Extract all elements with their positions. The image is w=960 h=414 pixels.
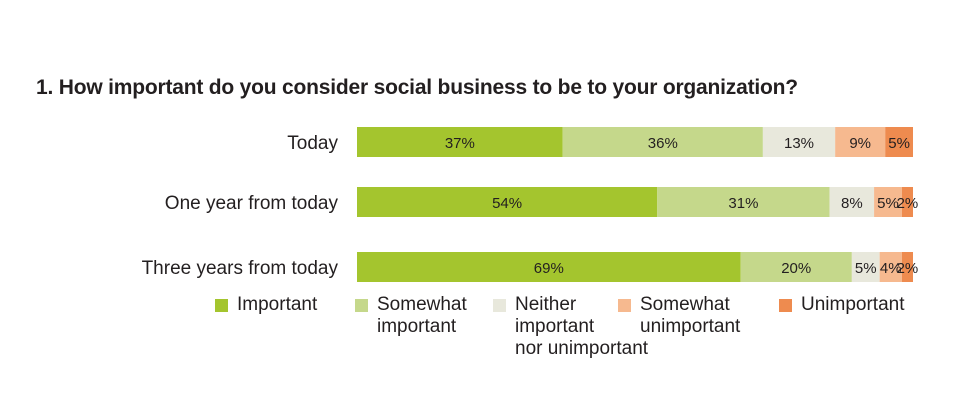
data-label-important-three-years-from-today: 69%	[534, 260, 564, 277]
data-label-neither-important-nor-unimportant-today: 13%	[784, 135, 814, 152]
data-label-important-one-year-from-today: 54%	[492, 195, 522, 212]
data-label-unimportant-three-years-from-today: 2%	[897, 260, 919, 277]
bar-segment-important-three-years-from-today	[357, 252, 741, 282]
bar-segment-important-one-year-from-today	[357, 187, 658, 217]
legend-item-somewhat-unimportant: Somewhat unimportant	[618, 294, 740, 338]
legend-swatch	[355, 299, 368, 312]
data-label-somewhat-important-one-year-from-today: 31%	[728, 195, 758, 212]
bar-segment-neither-important-nor-unimportant-today	[762, 127, 836, 157]
data-label-unimportant-one-year-from-today: 2%	[897, 195, 919, 212]
data-label-neither-important-nor-unimportant-one-year-from-today: 8%	[841, 195, 863, 212]
bar-segment-unimportant-today	[885, 127, 913, 157]
legend-label: Somewhat unimportant	[640, 294, 741, 337]
category-label-three-years-from-today: Three years from today	[142, 258, 339, 279]
legend-item-important: Important	[215, 294, 317, 316]
bar-segment-unimportant-three-years-from-today	[901, 252, 913, 282]
bar-segment-somewhat-important-today	[562, 127, 763, 157]
legend-item-unimportant: Unimportant	[779, 294, 905, 316]
legend-label: Unimportant	[801, 294, 905, 315]
bar-segment-somewhat-important-three-years-from-today	[740, 252, 852, 282]
bar-segment-somewhat-unimportant-three-years-from-today	[879, 252, 902, 282]
legend-item-somewhat-important: Somewhat important	[355, 294, 467, 338]
data-label-unimportant-today: 5%	[888, 135, 910, 152]
data-label-somewhat-unimportant-today: 9%	[849, 135, 871, 152]
data-label-somewhat-unimportant-three-years-from-today: 4%	[880, 260, 902, 277]
category-label-one-year-from-today: One year from today	[165, 193, 339, 214]
legend-swatch	[618, 299, 631, 312]
data-label-important-today: 37%	[445, 135, 475, 152]
legend-swatch	[493, 299, 506, 312]
legend-label: Somewhat important	[377, 294, 467, 337]
legend-label: Important	[237, 294, 318, 315]
data-label-somewhat-important-three-years-from-today: 20%	[781, 260, 811, 277]
bar-segment-somewhat-unimportant-one-year-from-today	[874, 187, 902, 217]
category-label-today: Today	[287, 133, 338, 154]
bar-segment-neither-important-nor-unimportant-one-year-from-today	[829, 187, 875, 217]
bar-segment-somewhat-important-one-year-from-today	[657, 187, 830, 217]
bar-segment-important-today	[357, 127, 563, 157]
legend-swatch	[215, 299, 228, 312]
data-label-somewhat-unimportant-one-year-from-today: 5%	[877, 195, 899, 212]
legend-swatch	[779, 299, 792, 312]
bar-segment-somewhat-unimportant-today	[835, 127, 886, 157]
data-label-somewhat-important-today: 36%	[648, 135, 678, 152]
legend-label: Neither important nor unimportant	[515, 294, 649, 359]
legend-item-neither-important-nor-unimportant: Neither important nor unimportant	[493, 294, 648, 360]
bar-segment-neither-important-nor-unimportant-three-years-from-today	[851, 252, 880, 282]
bar-segment-unimportant-one-year-from-today	[901, 187, 913, 217]
data-label-neither-important-nor-unimportant-three-years-from-today: 5%	[855, 260, 877, 277]
chart-title: 1. How important do you consider social …	[36, 76, 798, 99]
